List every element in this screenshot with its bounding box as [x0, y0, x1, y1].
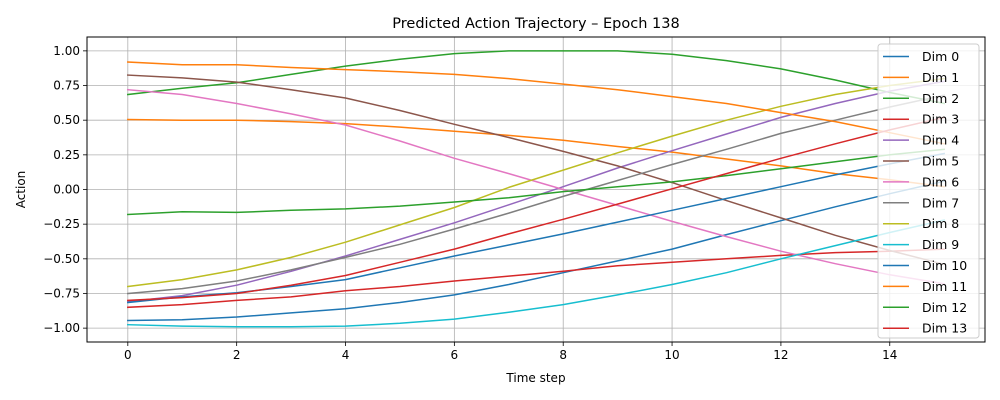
series-lines: [126, 50, 946, 328]
y-tick-label: 1.00: [53, 44, 80, 58]
legend-label-dim-5: Dim 5: [922, 154, 959, 169]
x-tick-label: 8: [559, 348, 567, 362]
legend-label-dim-11: Dim 11: [922, 279, 967, 294]
y-tick-label: 0.00: [53, 183, 80, 197]
x-tick-label: 10: [664, 348, 679, 362]
y-tick-label: −0.50: [43, 252, 80, 266]
x-tick-label: 12: [773, 348, 788, 362]
x-tick-label: 2: [233, 348, 241, 362]
series-line-dim-1: [127, 118, 946, 188]
legend-label-dim-7: Dim 7: [922, 195, 959, 210]
x-tick-label: 0: [124, 348, 132, 362]
series-line-dim-3: [127, 248, 945, 309]
legend-label-dim-2: Dim 2: [922, 91, 959, 106]
legend-label-dim-4: Dim 4: [922, 133, 959, 148]
series-line-dim-6: [126, 88, 946, 285]
series-line-dim-8: [126, 77, 946, 288]
legend-label-dim-9: Dim 9: [922, 237, 959, 252]
series-line-dim-5: [127, 74, 946, 266]
series-line-dim-13: [127, 116, 946, 302]
legend-label-dim-0: Dim 0: [922, 49, 959, 64]
series-line-dim-9: [127, 219, 946, 328]
legend-label-dim-13: Dim 13: [922, 321, 967, 336]
y-tick-label: 0.50: [53, 113, 80, 127]
legend-label-dim-6: Dim 6: [922, 174, 959, 189]
legend-label-dim-12: Dim 12: [922, 300, 967, 315]
y-tick-label: 0.25: [53, 148, 80, 162]
series-line-dim-0: [127, 180, 946, 322]
legend-box: [877, 43, 980, 339]
series-line-dim-7: [126, 94, 946, 295]
y-tick-label: −0.75: [43, 286, 80, 300]
y-tick-label: 0.75: [53, 79, 80, 93]
legend: Dim 0 Dim 1 Dim 2 Dim 3 Dim 4 Dim 5 Dim 6 Dim 7…: [877, 43, 980, 339]
legend-label-dim-1: Dim 1: [922, 70, 959, 85]
legend-label-dim-10: Dim 10: [922, 258, 967, 273]
series-line-dim-4: [126, 80, 946, 303]
x-axis-ticks: 0 2 4 6 8 10 12 14: [124, 342, 897, 362]
legend-label-dim-3: Dim 3: [922, 112, 959, 127]
x-tick-label: 6: [451, 348, 459, 362]
x-tick-label: 14: [882, 348, 897, 362]
series-line-dim-2: [126, 50, 946, 105]
x-axis-label: Time step: [505, 371, 565, 385]
x-tick-label: 4: [342, 348, 350, 362]
legend-label-dim-8: Dim 8: [922, 216, 959, 231]
legend-items: Dim 0 Dim 1 Dim 2 Dim 3 Dim 4 Dim 5 Dim 6 Dim 7…: [883, 49, 967, 336]
chart-title: Predicted Action Trajectory – Epoch 138: [392, 16, 679, 32]
y-tick-label: −1.00: [43, 321, 80, 335]
y-tick-label: −0.25: [43, 217, 80, 231]
y-axis-label: Action: [14, 171, 28, 209]
y-axis-ticks: −1.00 −0.75 −0.50 −0.25 0.00 0.25 0.50 0.75 1.00: [43, 44, 87, 335]
series-line-dim-12: [127, 148, 946, 216]
series-line-dim-11: [127, 61, 946, 145]
